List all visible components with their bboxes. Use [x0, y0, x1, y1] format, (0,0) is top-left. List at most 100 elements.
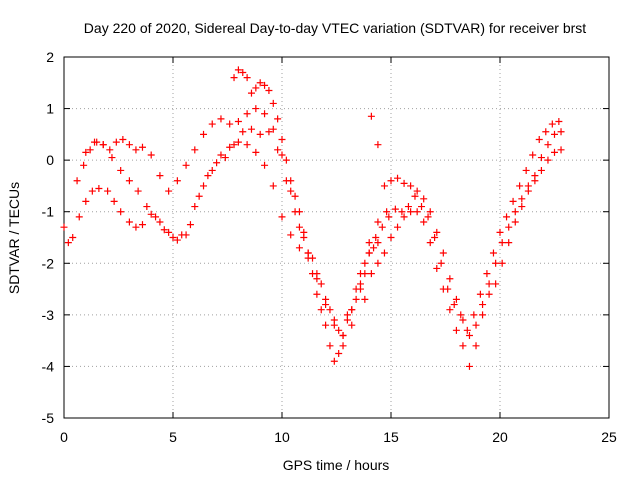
data-point: [446, 306, 454, 314]
data-point: [195, 192, 203, 200]
data-point: [82, 148, 90, 156]
data-point: [147, 210, 155, 218]
data-point: [208, 166, 216, 174]
data-point: [80, 161, 88, 169]
data-point: [261, 110, 269, 118]
data-point: [86, 146, 94, 154]
data-point: [261, 161, 269, 169]
data-point: [243, 74, 251, 82]
data-point: [132, 146, 140, 154]
data-point: [322, 321, 330, 329]
data-point: [274, 146, 282, 154]
data-point: [295, 244, 303, 252]
data-point: [239, 68, 247, 76]
data-point: [557, 128, 565, 136]
y-tick-label: -3: [42, 307, 55, 323]
data-point: [119, 136, 127, 144]
data-point: [424, 213, 432, 221]
data-point: [213, 159, 221, 167]
data-point: [524, 187, 532, 195]
y-tick-label: 1: [46, 101, 54, 117]
data-point: [498, 239, 506, 247]
data-point: [459, 316, 467, 324]
data-point: [173, 177, 181, 185]
data-point: [537, 154, 545, 162]
data-point: [330, 357, 338, 365]
data-point: [230, 74, 238, 82]
data-point: [356, 285, 364, 293]
data-point: [156, 218, 164, 226]
data-point: [339, 331, 347, 339]
data-point: [544, 141, 552, 149]
data-point: [278, 151, 286, 159]
y-axis-title: SDTVAR / TECUs: [6, 182, 22, 294]
data-point: [309, 270, 317, 278]
data-point: [505, 239, 513, 247]
data-point: [505, 223, 513, 231]
data-point: [60, 223, 68, 231]
data-point: [252, 105, 260, 113]
data-point: [374, 259, 382, 267]
data-point: [217, 151, 225, 159]
data-point: [413, 208, 421, 216]
data-point: [326, 342, 334, 350]
data-point: [411, 192, 419, 200]
data-point: [239, 128, 247, 136]
data-point: [317, 280, 325, 288]
data-point: [343, 316, 351, 324]
data-point: [465, 362, 473, 370]
data-point: [492, 259, 500, 267]
data-point: [108, 154, 116, 162]
data-point: [352, 295, 360, 303]
data-point: [99, 141, 107, 149]
data-point: [476, 290, 484, 298]
data-point: [391, 205, 399, 213]
series-track-b: [73, 105, 391, 339]
data-point: [365, 249, 373, 257]
data-point: [457, 311, 465, 319]
data-point: [247, 125, 255, 133]
data-point: [398, 208, 406, 216]
data-point: [485, 280, 493, 288]
series-track-d: [230, 66, 369, 365]
data-point: [125, 141, 133, 149]
data-point: [278, 136, 286, 144]
data-point: [82, 197, 90, 205]
data-point: [117, 208, 125, 216]
x-tick-label: 15: [383, 429, 399, 445]
data-point: [470, 311, 478, 319]
data-point: [165, 187, 173, 195]
data-point: [247, 89, 255, 97]
x-tick-label: 25: [601, 429, 617, 445]
series-track-e: [365, 117, 563, 334]
x-tick-label: 5: [169, 429, 177, 445]
data-point: [518, 203, 526, 211]
data-point: [400, 179, 408, 187]
data-point: [200, 182, 208, 190]
data-point: [529, 151, 537, 159]
data-point: [252, 148, 260, 156]
data-point: [479, 311, 487, 319]
data-point: [295, 223, 303, 231]
data-point: [452, 295, 460, 303]
y-tick-label: -1: [42, 204, 55, 220]
data-point: [450, 301, 458, 309]
data-point: [291, 192, 299, 200]
data-point: [165, 228, 173, 236]
data-point: [522, 166, 530, 174]
data-point: [317, 306, 325, 314]
data-point: [531, 177, 539, 185]
x-tick-label: 20: [492, 429, 508, 445]
data-point: [544, 156, 552, 164]
series-track-a: [60, 138, 382, 350]
data-point: [106, 146, 114, 154]
data-point: [555, 117, 563, 125]
data-point: [88, 187, 96, 195]
data-point: [125, 177, 133, 185]
data-point: [479, 301, 487, 309]
data-point: [160, 226, 168, 234]
data-point: [191, 146, 199, 154]
data-point: [178, 231, 186, 239]
data-point: [348, 321, 356, 329]
data-point: [95, 185, 103, 193]
